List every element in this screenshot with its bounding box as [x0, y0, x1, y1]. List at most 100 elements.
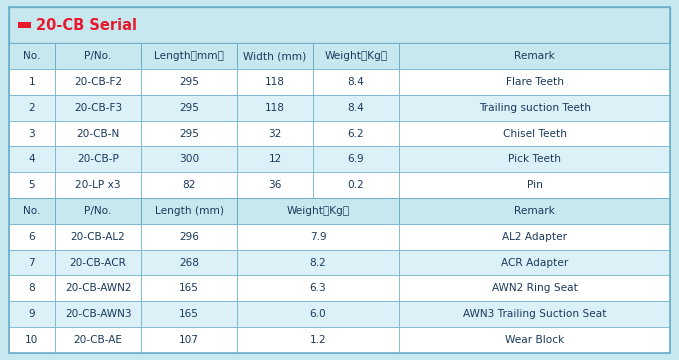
Bar [141, 224, 237, 249]
Bar [399, 95, 670, 121]
Text: 6.0: 6.0 [310, 309, 327, 319]
Bar [237, 301, 399, 327]
Bar [313, 69, 399, 95]
Text: 10: 10 [25, 335, 39, 345]
Bar [9, 69, 55, 95]
Bar [55, 249, 141, 275]
Bar [55, 198, 141, 224]
Text: Remark: Remark [514, 206, 555, 216]
Text: 6.2: 6.2 [348, 129, 365, 139]
Bar [237, 95, 313, 121]
Bar [399, 198, 670, 224]
Text: Trailing suction Teeth: Trailing suction Teeth [479, 103, 591, 113]
Text: 6.3: 6.3 [310, 283, 327, 293]
Text: 1.2: 1.2 [310, 335, 327, 345]
Bar [9, 147, 55, 172]
Bar [9, 301, 55, 327]
Text: 3: 3 [29, 129, 35, 139]
Bar [141, 69, 237, 95]
Text: Chisel Teeth: Chisel Teeth [502, 129, 566, 139]
Text: 20-CB-AWN3: 20-CB-AWN3 [65, 309, 132, 319]
Bar [141, 275, 237, 301]
Bar [237, 224, 399, 249]
Bar [141, 43, 237, 69]
Bar [399, 327, 670, 353]
Bar [237, 147, 313, 172]
Bar [399, 147, 670, 172]
Text: 12: 12 [268, 154, 282, 165]
Text: 165: 165 [179, 309, 199, 319]
Text: 5: 5 [29, 180, 35, 190]
Text: 20-CB-AL2: 20-CB-AL2 [71, 232, 126, 242]
Text: 0.2: 0.2 [348, 180, 365, 190]
Text: 20-CB-AWN2: 20-CB-AWN2 [65, 283, 131, 293]
Text: 295: 295 [179, 77, 199, 87]
Text: Length（mm）: Length（mm） [154, 51, 224, 61]
Text: Flare Teeth: Flare Teeth [506, 77, 564, 87]
Bar [399, 275, 670, 301]
Bar [313, 43, 399, 69]
Bar [55, 224, 141, 249]
Text: 1: 1 [29, 77, 35, 87]
Bar [237, 249, 399, 275]
Bar [9, 327, 55, 353]
Text: 7: 7 [29, 257, 35, 267]
Text: Pin: Pin [527, 180, 543, 190]
Bar [313, 95, 399, 121]
Bar [313, 121, 399, 147]
Bar [399, 224, 670, 249]
Bar [9, 121, 55, 147]
Text: 4: 4 [29, 154, 35, 165]
Bar [9, 198, 55, 224]
Text: 118: 118 [265, 77, 285, 87]
Bar [237, 172, 313, 198]
Bar [141, 121, 237, 147]
Text: 107: 107 [179, 335, 199, 345]
Bar [237, 198, 399, 224]
Text: 8: 8 [29, 283, 35, 293]
Bar [399, 172, 670, 198]
Bar [141, 301, 237, 327]
Text: No.: No. [23, 206, 41, 216]
Bar [141, 95, 237, 121]
Text: 36: 36 [268, 180, 282, 190]
Text: 8.4: 8.4 [348, 103, 365, 113]
Text: AWN2 Ring Seat: AWN2 Ring Seat [492, 283, 578, 293]
Bar [9, 224, 55, 249]
Bar [313, 172, 399, 198]
Text: 165: 165 [179, 283, 199, 293]
Bar [141, 172, 237, 198]
Bar [9, 95, 55, 121]
Bar [18, 22, 31, 28]
Bar [237, 69, 313, 95]
Text: 20-CB-F2: 20-CB-F2 [74, 77, 122, 87]
Bar [9, 275, 55, 301]
Text: Remark: Remark [514, 51, 555, 61]
Bar [237, 275, 399, 301]
Bar [9, 7, 670, 43]
Text: AL2 Adapter: AL2 Adapter [502, 232, 567, 242]
Text: ACR Adapter: ACR Adapter [501, 257, 568, 267]
Bar [399, 121, 670, 147]
Text: 295: 295 [179, 103, 199, 113]
Text: Weight（Kg）: Weight（Kg） [287, 206, 350, 216]
Text: 32: 32 [268, 129, 282, 139]
Bar [141, 198, 237, 224]
Bar [55, 95, 141, 121]
Text: 20-CB-AE: 20-CB-AE [73, 335, 123, 345]
Text: 6: 6 [29, 232, 35, 242]
Bar [55, 327, 141, 353]
Text: 8.4: 8.4 [348, 77, 365, 87]
Text: 6.9: 6.9 [348, 154, 365, 165]
Text: 20-LP x3: 20-LP x3 [75, 180, 121, 190]
Bar [55, 43, 141, 69]
Bar [141, 249, 237, 275]
Bar [9, 43, 55, 69]
Text: 20-CB Serial: 20-CB Serial [36, 18, 137, 33]
Text: 7.9: 7.9 [310, 232, 327, 242]
Bar [55, 172, 141, 198]
Text: P/No.: P/No. [84, 51, 112, 61]
Bar [399, 301, 670, 327]
Bar [55, 69, 141, 95]
Text: 300: 300 [179, 154, 199, 165]
